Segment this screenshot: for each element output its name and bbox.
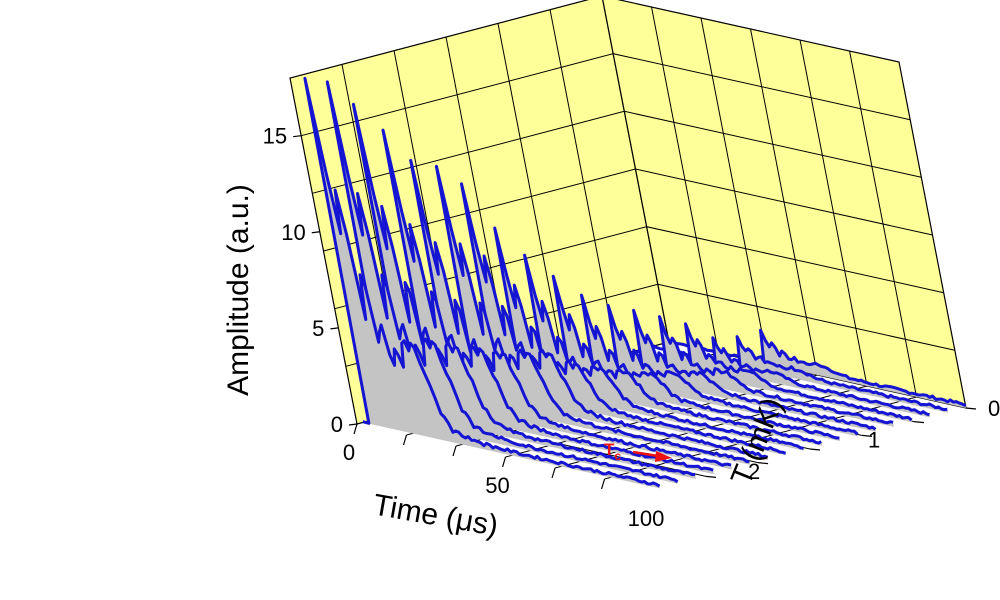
series-line bbox=[303, 76, 661, 488]
y-tick-label: 15 bbox=[263, 124, 287, 149]
series-fill bbox=[632, 337, 930, 418]
z-tick-label: 2 bbox=[748, 459, 760, 484]
x-axis-title: Time (μs) bbox=[371, 488, 501, 542]
y-tick-mark bbox=[311, 231, 320, 234]
x-tick-label: 100 bbox=[628, 506, 665, 531]
series-line bbox=[381, 128, 714, 472]
x-tick-mark bbox=[353, 423, 358, 435]
series-fill bbox=[668, 330, 966, 408]
tc-label: Tc bbox=[604, 440, 621, 463]
y-axis-title: Amplitude (a.u.) bbox=[222, 184, 255, 396]
series-line bbox=[434, 164, 750, 464]
x-tick-mark bbox=[600, 478, 606, 490]
z-tick-mark bbox=[757, 462, 769, 465]
series-line bbox=[460, 182, 768, 459]
x-tick-mark bbox=[452, 445, 457, 457]
y-tick-label: 10 bbox=[281, 220, 305, 245]
series-line bbox=[488, 226, 787, 455]
tc-arrow bbox=[632, 450, 659, 458]
tc-annotation: Tc bbox=[604, 440, 672, 463]
z-tick-mark bbox=[965, 407, 977, 410]
y-tick-mark bbox=[348, 423, 358, 426]
chart-axes: 0 5 10 15 0 50 100 0 1 2 bbox=[263, 124, 1000, 531]
z-tick-mark bbox=[705, 475, 717, 478]
series-line bbox=[524, 274, 822, 445]
z-tick-mark bbox=[809, 448, 821, 451]
z-tick-label: 0 bbox=[988, 396, 1000, 421]
series-line bbox=[506, 253, 804, 450]
x-tick-label: 50 bbox=[485, 473, 509, 498]
series-fill bbox=[524, 276, 822, 446]
x-tick-mark bbox=[551, 467, 556, 479]
chart-series bbox=[303, 76, 967, 489]
z-tick-mark bbox=[913, 421, 925, 424]
y-tick-label: 5 bbox=[312, 316, 324, 341]
y-tick-mark bbox=[293, 135, 302, 138]
x-tick-mark bbox=[402, 434, 408, 446]
y-tick-label: 0 bbox=[331, 412, 343, 437]
chart-gridlines bbox=[301, 6, 955, 411]
horizontal-gridline bbox=[312, 110, 922, 194]
y-tick-mark bbox=[330, 327, 339, 330]
horizontal-gridline bbox=[323, 168, 933, 252]
tc-arrow-head bbox=[655, 451, 672, 462]
x-tick-label: 0 bbox=[343, 440, 355, 465]
z-tick-label: 1 bbox=[868, 428, 880, 453]
series-fill bbox=[304, 78, 660, 489]
z-tick-mark bbox=[861, 434, 873, 437]
x-tick-mark bbox=[501, 456, 507, 468]
horizontal-gridline bbox=[301, 53, 911, 137]
